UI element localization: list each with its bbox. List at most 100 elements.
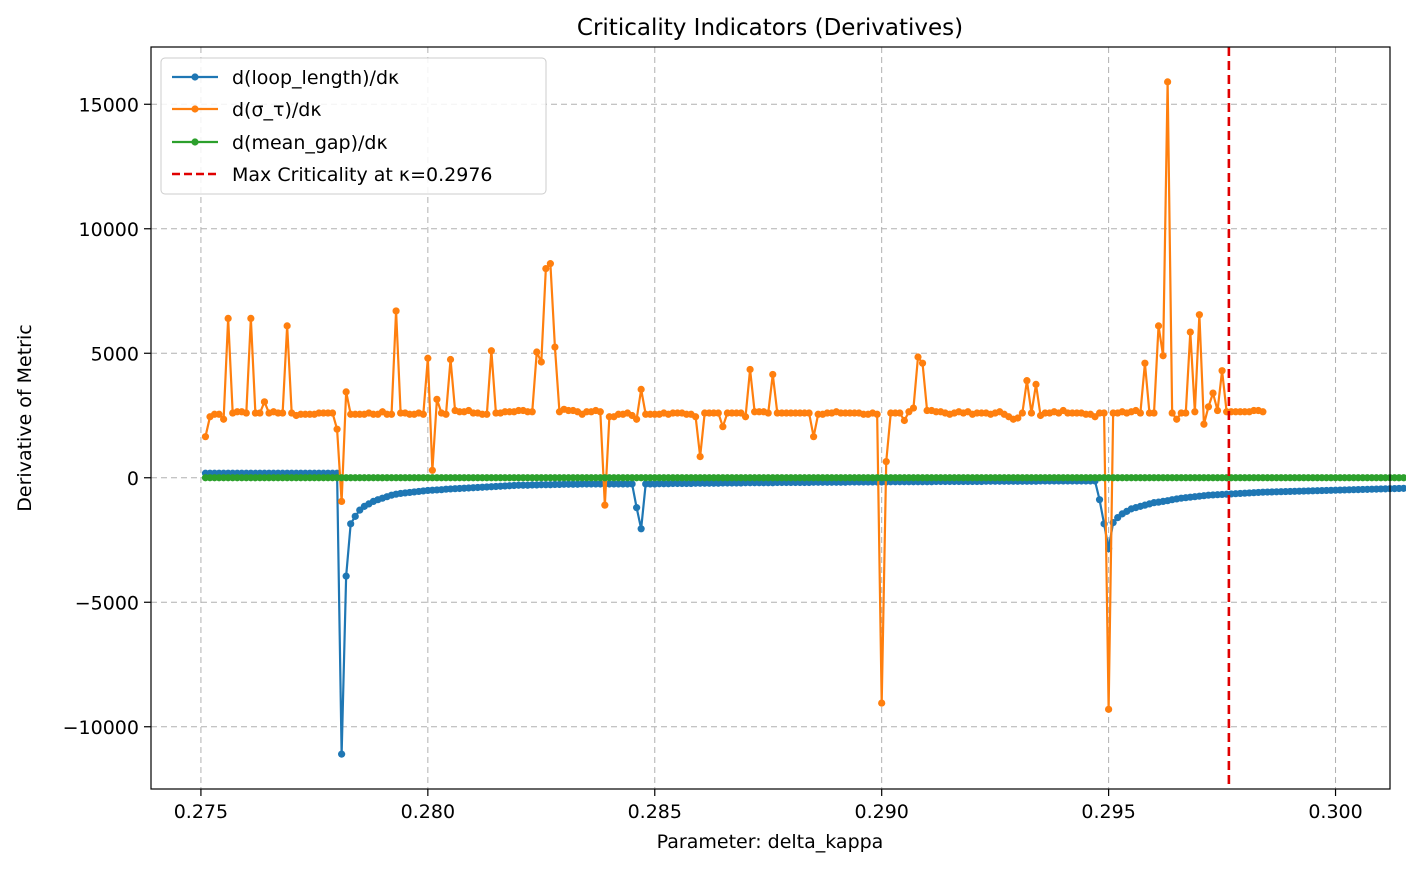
data-point	[551, 343, 559, 351]
data-point	[1100, 409, 1108, 417]
x-tick-label: 0.290	[854, 801, 908, 823]
data-point	[342, 572, 350, 580]
data-point	[256, 409, 264, 417]
data-point	[637, 385, 645, 393]
legend: d(loop_length)/dκ d(σ_τ)/dκ d(mean_gap)/…	[160, 57, 547, 195]
data-point	[387, 410, 396, 418]
data-point	[1105, 705, 1113, 713]
data-point	[1186, 328, 1194, 336]
data-point	[542, 265, 550, 273]
data-point	[283, 322, 291, 330]
data-point	[1209, 389, 1217, 397]
y-tick-label: 15000	[79, 94, 139, 116]
data-point	[224, 314, 232, 322]
data-point	[882, 457, 890, 466]
y-tick-label: 0	[127, 468, 139, 490]
legend-marker-mean-gap	[191, 138, 199, 146]
data-point	[1173, 415, 1181, 423]
data-point	[537, 358, 545, 366]
data-point	[428, 466, 436, 474]
data-point	[528, 408, 536, 416]
x-tick-label: 0.300	[1308, 801, 1362, 823]
data-point	[1023, 377, 1031, 385]
data-point	[1154, 322, 1163, 330]
data-point	[596, 408, 604, 416]
data-point	[483, 410, 491, 418]
data-point	[242, 409, 250, 417]
data-point	[878, 699, 886, 707]
y-axis: −10000 −5000 0 5000 10000 15000	[63, 94, 151, 739]
y-tick-label: 10000	[79, 219, 139, 241]
chart-title: Criticality Indicators (Derivatives)	[577, 15, 963, 41]
y-axis-title: Derivative of Metric	[14, 324, 36, 511]
data-point	[909, 404, 918, 412]
legend-label-mean-gap: d(mean_gap)/dκ	[232, 132, 388, 154]
data-point	[351, 512, 359, 520]
data-point	[446, 355, 455, 364]
data-point	[533, 348, 541, 356]
data-point	[805, 409, 813, 417]
data-point	[1014, 414, 1022, 422]
data-point	[764, 409, 772, 417]
data-point	[1095, 496, 1104, 504]
data-point	[633, 415, 641, 423]
legend-label-loop-length: d(loop_length)/dκ	[232, 67, 399, 89]
data-point	[392, 307, 400, 315]
data-point	[487, 347, 495, 355]
data-point	[347, 520, 355, 528]
series-2	[201, 474, 1406, 482]
x-axis-title: Parameter: delta_kappa	[657, 831, 884, 853]
data-point	[433, 395, 441, 403]
data-point	[1136, 409, 1144, 417]
data-point	[1213, 406, 1222, 415]
x-axis: 0.275 0.280 0.285 0.290 0.295 0.300	[174, 789, 1363, 823]
legend-label-max-criticality: Max Criticality at κ=0.2976	[232, 164, 493, 186]
data-point	[1032, 380, 1040, 388]
data-point	[328, 409, 337, 417]
legend-marker-loop-length	[191, 73, 199, 81]
data-point	[442, 410, 450, 418]
data-point	[1168, 409, 1176, 417]
data-point	[769, 370, 777, 379]
legend-label-sigma-tau: d(σ_τ)/dκ	[232, 99, 322, 121]
series-1	[201, 78, 1267, 713]
data-point	[628, 480, 636, 488]
data-point	[260, 398, 269, 406]
data-point	[201, 433, 210, 441]
legend-marker-sigma-tau	[191, 105, 199, 113]
data-point	[1200, 420, 1208, 428]
data-point	[1191, 408, 1199, 416]
data-point	[692, 413, 700, 421]
data-point	[1182, 409, 1190, 417]
data-point	[338, 750, 346, 758]
y-tick-label: −10000	[63, 717, 139, 739]
data-point	[247, 314, 255, 322]
data-point	[746, 365, 754, 374]
data-point	[215, 410, 223, 418]
data-point	[719, 423, 727, 431]
plot-frame	[150, 46, 1391, 790]
data-point	[424, 354, 432, 362]
x-tick-label: 0.275	[174, 801, 228, 823]
x-tick-label: 0.295	[1081, 801, 1135, 823]
data-point	[220, 415, 228, 423]
data-point	[696, 452, 704, 461]
data-point	[1400, 484, 1406, 492]
legend-box	[160, 57, 547, 195]
data-point	[279, 409, 287, 417]
data-point	[896, 409, 904, 417]
data-point	[546, 260, 554, 268]
data-point	[810, 433, 818, 441]
data-point	[1159, 352, 1167, 360]
data-point	[1400, 474, 1406, 482]
data-point	[1150, 409, 1158, 417]
data-point	[342, 388, 350, 396]
data-point	[419, 410, 427, 418]
data-point	[918, 359, 927, 367]
data-point	[1195, 311, 1203, 319]
x-tick-label: 0.285	[628, 801, 682, 823]
x-tick-label: 0.280	[401, 801, 455, 823]
data-point	[338, 497, 346, 506]
y-tick-label: −5000	[75, 592, 139, 614]
